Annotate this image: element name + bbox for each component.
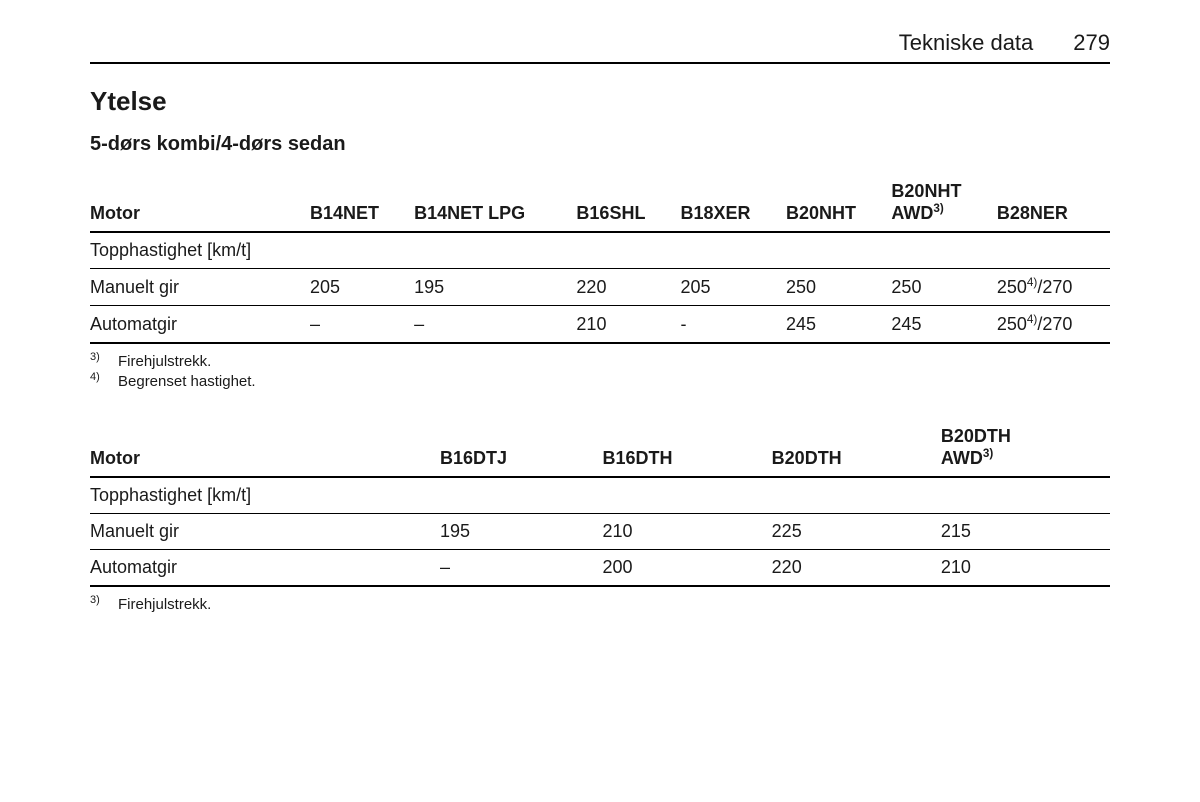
footnote-num: 3) xyxy=(90,350,104,370)
cell: – xyxy=(414,306,576,344)
table-row: Manuelt gir 205 195 220 205 250 250 2504… xyxy=(90,269,1110,306)
footnote-num: 3) xyxy=(90,593,104,613)
performance-table-2: Motor B16DTJ B16DTH B20DTH B20DTHAWD3) T… xyxy=(90,419,1110,587)
footnote-text: Firehjulstrekk. xyxy=(118,352,211,372)
cell: 195 xyxy=(414,269,576,306)
page-header: Tekniske data 279 xyxy=(90,30,1110,64)
table-header-row: Motor B16DTJ B16DTH B20DTH B20DTHAWD3) xyxy=(90,419,1110,477)
footnote-text: Begrenset hastighet. xyxy=(118,372,256,392)
footnote: 4) Begrenset hastighet. xyxy=(90,372,1110,392)
page-number: 279 xyxy=(1073,30,1110,56)
table-row: Manuelt gir 195 210 225 215 xyxy=(90,513,1110,549)
motor-label: Motor xyxy=(90,419,440,477)
footnote: 3) Firehjulstrekk. xyxy=(90,352,1110,372)
footnotes-block-2: 3) Firehjulstrekk. xyxy=(90,595,1110,615)
cell: 210 xyxy=(576,306,680,344)
unit-label: Topphastighet [km/t] xyxy=(90,477,1110,514)
cell: 2504)/270 xyxy=(997,269,1110,306)
row-label: Automatgir xyxy=(90,306,310,344)
cell: - xyxy=(681,306,786,344)
page-title: Ytelse xyxy=(90,86,1110,117)
col-b14net-lpg: B14NET LPG xyxy=(414,174,576,232)
section-title: Tekniske data xyxy=(899,30,1034,56)
table-row: Automatgir – – 210 - 245 245 2504)/270 xyxy=(90,306,1110,344)
cell: 205 xyxy=(310,269,414,306)
cell: 220 xyxy=(772,549,941,586)
footnote: 3) Firehjulstrekk. xyxy=(90,595,1110,615)
footnote-num: 4) xyxy=(90,370,104,390)
cell: 210 xyxy=(941,549,1110,586)
unit-label: Topphastighet [km/t] xyxy=(90,232,1110,269)
row-label: Manuelt gir xyxy=(90,269,310,306)
cell: 210 xyxy=(603,513,772,549)
cell: 225 xyxy=(772,513,941,549)
col-b20nht: B20NHT xyxy=(786,174,891,232)
col-b20dth-awd: B20DTHAWD3) xyxy=(941,419,1110,477)
footnotes-block-1: 3) Firehjulstrekk. 4) Begrenset hastighe… xyxy=(90,352,1110,393)
cell: 205 xyxy=(681,269,786,306)
performance-table-1: Motor B14NET B14NET LPG B16SHL B18XER B2… xyxy=(90,174,1110,344)
cell: 245 xyxy=(891,306,996,344)
col-b16dth: B16DTH xyxy=(603,419,772,477)
col-b18xer: B18XER xyxy=(681,174,786,232)
cell: 195 xyxy=(440,513,603,549)
col-b20dth: B20DTH xyxy=(772,419,941,477)
cell: 200 xyxy=(603,549,772,586)
table-header-row: Motor B14NET B14NET LPG B16SHL B18XER B2… xyxy=(90,174,1110,232)
cell: 250 xyxy=(891,269,996,306)
col-b16shl: B16SHL xyxy=(576,174,680,232)
col-b14net: B14NET xyxy=(310,174,414,232)
subheader-row: Topphastighet [km/t] xyxy=(90,232,1110,269)
row-label: Manuelt gir xyxy=(90,513,440,549)
cell: 215 xyxy=(941,513,1110,549)
row-label: Automatgir xyxy=(90,549,440,586)
subheader-row: Topphastighet [km/t] xyxy=(90,477,1110,514)
table-row: Automatgir – 200 220 210 xyxy=(90,549,1110,586)
footnote-text: Firehjulstrekk. xyxy=(118,595,211,615)
col-b28ner: B28NER xyxy=(997,174,1110,232)
cell: 250 xyxy=(786,269,891,306)
cell: – xyxy=(310,306,414,344)
page-subtitle: 5-dørs kombi/4-dørs sedan xyxy=(90,133,1110,156)
cell: – xyxy=(440,549,603,586)
cell: 220 xyxy=(576,269,680,306)
col-b20nht-awd: B20NHTAWD3) xyxy=(891,174,996,232)
col-b16dtj: B16DTJ xyxy=(440,419,603,477)
motor-label: Motor xyxy=(90,174,310,232)
cell: 245 xyxy=(786,306,891,344)
cell: 2504)/270 xyxy=(997,306,1110,344)
